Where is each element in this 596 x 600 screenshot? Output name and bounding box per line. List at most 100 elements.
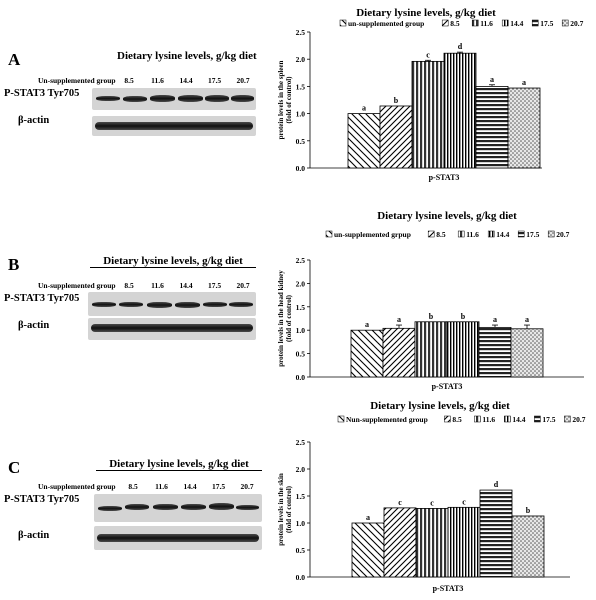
bar <box>507 87 541 169</box>
legend-label: 8.5 <box>452 415 462 424</box>
y-tick-label: 1.5 <box>296 303 306 312</box>
significance-letter: c <box>430 498 434 507</box>
blot-header-a: Un-supplemented group <box>38 76 116 85</box>
significance-letter: a <box>362 104 366 113</box>
blot-strip-actin-a <box>92 116 256 136</box>
significance-letter: a <box>493 315 497 324</box>
blot-header-c: Un-supplemented group <box>38 482 116 491</box>
bar <box>479 489 513 578</box>
blot-strip-actin-c <box>94 526 262 550</box>
x-axis-label: p-STAT3 <box>432 382 463 391</box>
bar <box>411 60 445 169</box>
y-tick-label: 2.0 <box>296 55 306 64</box>
y-tick-label: 1.0 <box>296 519 306 528</box>
significance-letter: c <box>462 497 466 506</box>
y-axis-label: protein levels in the spleen <box>277 60 285 139</box>
blot-band <box>147 302 172 308</box>
significance-letter: a <box>366 513 370 522</box>
legend-label: 8.5 <box>450 19 460 28</box>
blot-band <box>178 95 203 102</box>
significance-letter: c <box>398 498 402 507</box>
blot-lanes-b: 8.5 11.6 14.4 17.5 20.7 <box>116 281 256 290</box>
blot-band <box>236 505 259 510</box>
blot-title-a: Dietary lysine levels, g/kg diet <box>117 50 257 62</box>
blot-header-b: Un-supplemented group <box>38 281 116 290</box>
legend-swatch <box>471 19 479 27</box>
charts-root: Dietary lysine levels, g/kg dietun-suppl… <box>277 7 586 593</box>
blot-band <box>181 504 206 510</box>
blot-band <box>205 95 229 102</box>
y-tick-label: 2.0 <box>296 279 306 288</box>
blot-band <box>209 503 234 510</box>
legend-swatch <box>441 19 449 27</box>
lane-label: 14.4 <box>183 482 197 491</box>
bar <box>347 113 381 169</box>
legend-swatch <box>427 230 435 238</box>
significance-letter: b <box>461 312 466 321</box>
y-tick-label: 1.0 <box>296 326 306 335</box>
y-tick-label: 0.5 <box>296 137 306 146</box>
blot-lanes-a: 8.5 11.6 14.4 17.5 20.7 <box>116 76 256 85</box>
blot-band <box>229 302 253 307</box>
blot-strip-pstat3-a <box>92 88 256 110</box>
legend-swatch <box>517 230 525 238</box>
lane-label: 8.5 <box>124 281 134 290</box>
legend-label: 17.5 <box>542 415 555 424</box>
blot-band <box>91 324 253 332</box>
legend-label: 14.4 <box>496 230 509 239</box>
significance-letter: b <box>526 506 531 515</box>
legend-swatch <box>474 415 481 423</box>
significance-letter: b <box>429 312 434 321</box>
bar <box>510 328 544 378</box>
significance-letter: b <box>394 96 399 105</box>
y-tick-label: 2.5 <box>296 438 306 447</box>
lane-label: 11.6 <box>151 76 164 85</box>
lane-label: 14.4 <box>179 76 193 85</box>
blot-row-label-b2: β-actin <box>18 320 50 331</box>
significance-letter: a <box>522 78 526 87</box>
blot-band <box>150 95 175 102</box>
y-tick-label: 1.5 <box>296 492 306 501</box>
lane-label: 20.7 <box>240 482 254 491</box>
y-tick-label: 1.0 <box>296 110 306 119</box>
legend-label: 8.5 <box>436 230 446 239</box>
chart-title: Dietary lysine levels, g/kg diet <box>356 7 496 19</box>
y-tick-label: 1.5 <box>296 82 306 91</box>
blot-band <box>98 506 122 511</box>
legend-swatch <box>444 415 451 423</box>
y-tick-label: 2.5 <box>296 256 306 265</box>
lane-label: 17.5 <box>207 281 222 290</box>
bar <box>414 321 448 378</box>
chart-title: Dietary lysine levels, g/kg diet <box>377 210 517 222</box>
bar <box>379 105 413 169</box>
significance-letter: a <box>365 320 369 329</box>
blot-band <box>97 534 259 542</box>
y-tick-label: 2.0 <box>296 465 306 474</box>
y-tick-label: 0.5 <box>296 546 306 555</box>
lane-label: 11.6 <box>151 281 164 290</box>
blot-band <box>125 504 149 510</box>
bar <box>478 326 512 378</box>
y-axis-label: (fold of control) <box>285 294 293 342</box>
bar <box>415 508 449 578</box>
legend-swatch <box>339 19 347 27</box>
legend-label: Nun-supplemented group <box>346 415 428 424</box>
y-tick-label: 0.0 <box>296 164 306 173</box>
blot-band <box>123 96 147 102</box>
blot-strip-pstat3-c <box>94 494 262 522</box>
bar <box>351 522 385 578</box>
legend-swatch <box>457 230 465 238</box>
legend-label: 14.4 <box>510 19 523 28</box>
legend-swatch <box>504 415 511 423</box>
legend-label: un-supplemented group <box>348 19 424 28</box>
panel-letter-a: A <box>8 50 21 69</box>
legend-label: 11.6 <box>466 230 479 239</box>
lane-label: 17.5 <box>207 76 222 85</box>
significance-letter: d <box>458 42 463 51</box>
bar <box>446 321 480 378</box>
legend-swatch <box>325 230 333 238</box>
lane-label: 8.5 <box>124 76 134 85</box>
legend-label: 20.7 <box>572 415 585 424</box>
panel-letter-c: C <box>8 458 21 477</box>
significance-letter: d <box>494 480 499 489</box>
